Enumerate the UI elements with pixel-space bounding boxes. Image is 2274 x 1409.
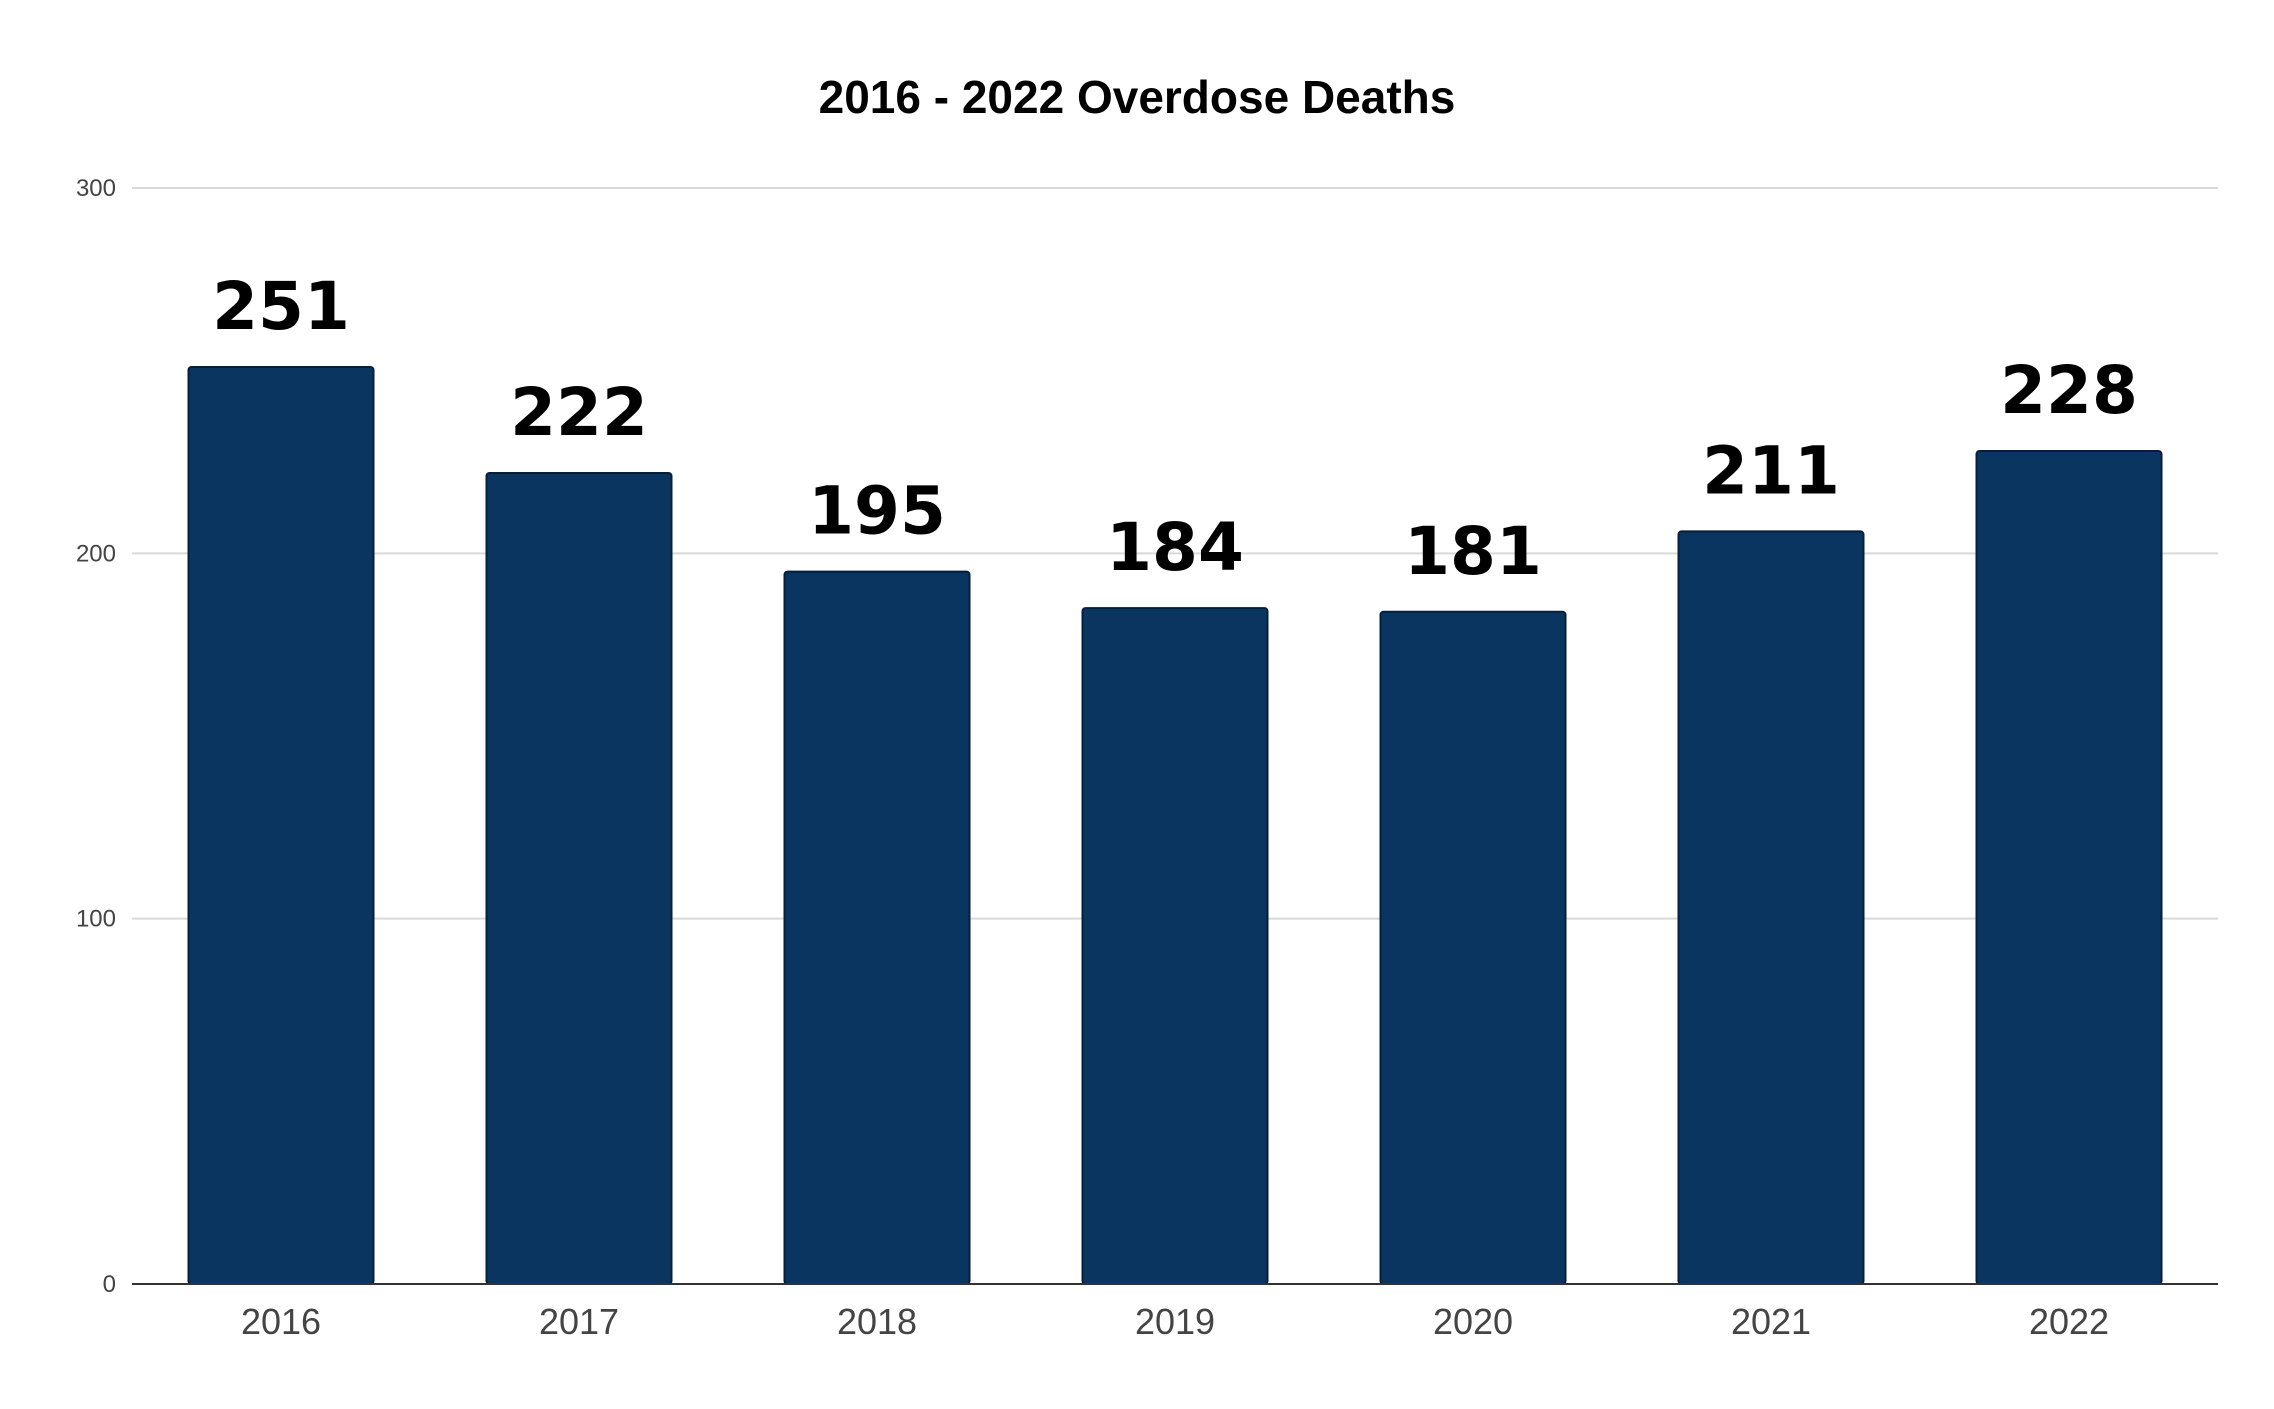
data-labels: 251 222 195 184 181 211 228 — [212, 268, 2138, 590]
chart-title: 2016 - 2022 Overdose Deaths — [818, 71, 1456, 123]
bar-2016 — [187, 366, 375, 1286]
x-axis-ticks: 2016 2017 2018 2019 2020 2021 2022 — [241, 1301, 2109, 1342]
bar-2021 — [1677, 530, 1865, 1285]
bar-2018 — [783, 570, 971, 1285]
x-tick-label-2022: 2022 — [2029, 1301, 2109, 1342]
x-tick-label-2019: 2019 — [1135, 1301, 1215, 1342]
data-label-2019: 184 — [1106, 509, 1244, 586]
x-tick-label-2016: 2016 — [241, 1301, 321, 1342]
y-tick-label: 100 — [76, 906, 116, 933]
bar-2022 — [1975, 450, 2163, 1286]
x-tick-label-2021: 2021 — [1731, 1301, 1811, 1342]
bars — [187, 366, 2163, 1286]
data-label-2018: 195 — [808, 473, 946, 550]
data-label-2022: 228 — [2000, 352, 2138, 429]
bar-2020 — [1379, 610, 1567, 1285]
data-label-2017: 222 — [510, 374, 648, 451]
y-axis-ticks: 0 100 200 300 — [76, 175, 116, 1298]
x-tick-label-2017: 2017 — [539, 1301, 619, 1342]
y-tick-label: 200 — [76, 540, 116, 567]
x-tick-label-2020: 2020 — [1433, 1301, 1513, 1342]
bar-2019 — [1081, 607, 1269, 1285]
x-tick-label-2018: 2018 — [837, 1301, 917, 1342]
bar-2017 — [485, 471, 673, 1285]
data-label-2016: 251 — [212, 268, 350, 345]
y-tick-label: 300 — [76, 175, 116, 202]
y-tick-label: 0 — [103, 1271, 116, 1298]
data-label-2020: 181 — [1404, 513, 1542, 590]
data-label-2021: 211 — [1702, 432, 1840, 509]
